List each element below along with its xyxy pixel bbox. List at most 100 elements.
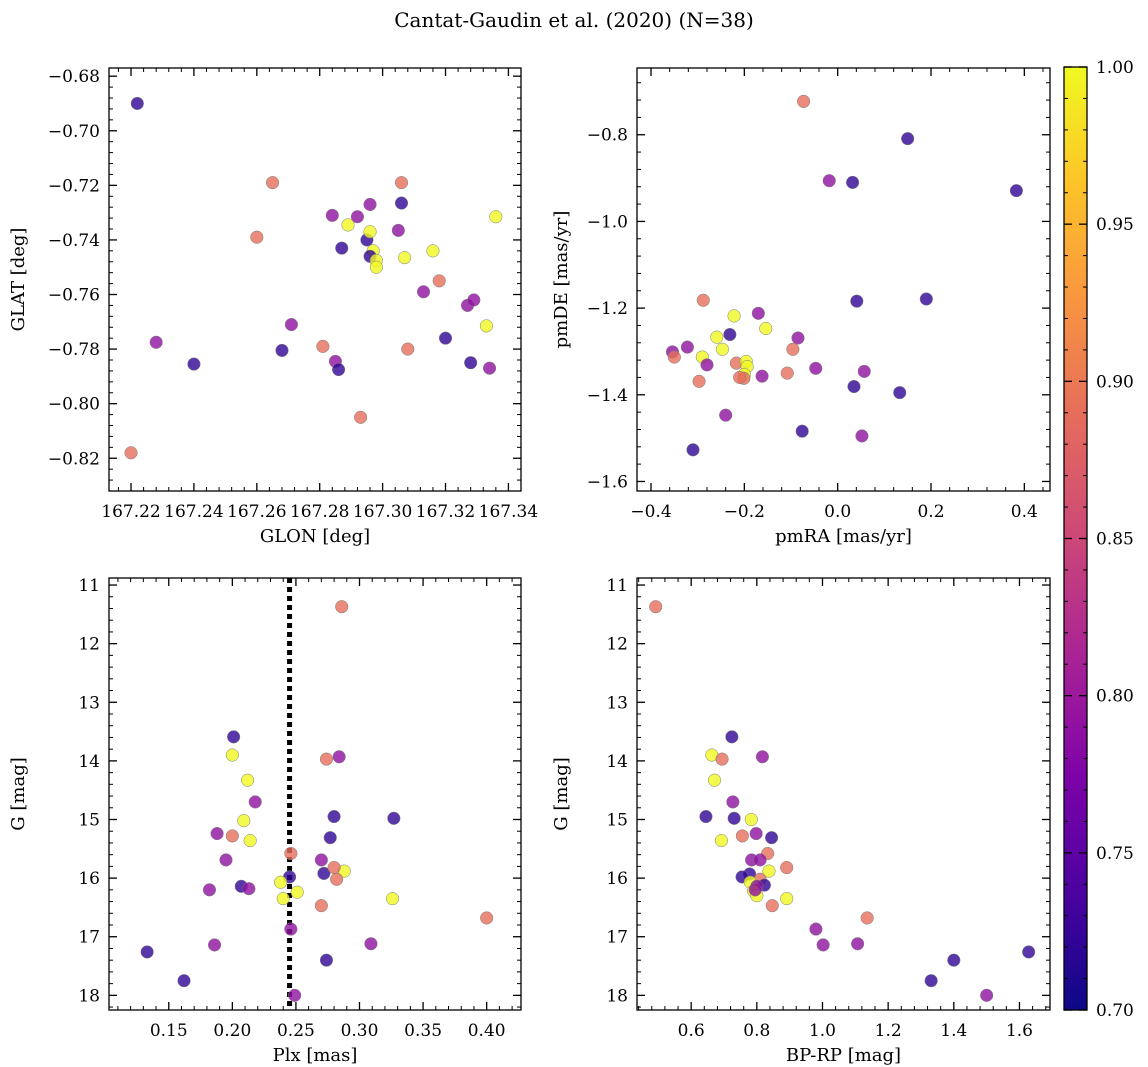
data-point	[284, 846, 298, 861]
data-point	[290, 885, 304, 899]
data-point	[438, 331, 453, 345]
data-point	[275, 343, 289, 358]
colorbar-tick-label: 0.90	[1096, 372, 1134, 392]
data-point	[816, 938, 830, 952]
y-tick-label: 15	[78, 810, 100, 830]
colorbar: 0.70 0.75 0.80 0.85 0.90 0.95 1.00	[1063, 58, 1134, 1021]
data-point	[314, 853, 328, 867]
data-point	[755, 369, 769, 383]
data-point	[714, 834, 728, 848]
data-point	[980, 988, 994, 1002]
data-point	[797, 94, 811, 108]
x-tick-label: 0.8	[743, 1021, 770, 1041]
data-point	[225, 829, 239, 843]
data-point	[727, 309, 741, 323]
data-point	[319, 953, 333, 967]
data-point	[846, 175, 860, 189]
data-point	[901, 132, 915, 146]
data-point	[363, 225, 377, 239]
data-point	[284, 922, 298, 936]
data-point	[725, 730, 739, 744]
y-tick-label: −0.72	[48, 176, 100, 196]
data-point	[124, 446, 138, 460]
data-point	[780, 366, 794, 380]
x-tick-label: −0.4	[630, 502, 671, 522]
data-point	[1022, 945, 1036, 959]
data-point	[398, 251, 412, 265]
data-point	[387, 811, 401, 825]
data-point	[467, 293, 481, 307]
y-tick-label: 12	[78, 635, 100, 655]
data-point	[680, 340, 694, 354]
panel-bprp_g: 0.6 0.8 1.0 1.2 1.4 1.6 11 12 13 14 15 16 17 18 BP-RP …	[551, 576, 1051, 1066]
data-point	[686, 443, 700, 457]
data-point	[723, 327, 737, 342]
data-point	[735, 829, 749, 843]
y-tick-label: 14	[78, 752, 100, 772]
colorbar-tick-label: 1.00	[1096, 58, 1134, 78]
y-tick-label: 17	[606, 928, 628, 948]
y-axis-label: GLAT [deg]	[8, 228, 29, 332]
data-point	[762, 864, 776, 878]
data-point	[780, 861, 794, 875]
data-point	[284, 317, 298, 332]
y-tick-label: 12	[606, 635, 628, 655]
data-point	[893, 386, 907, 400]
x-tick-label: 0.25	[277, 1021, 315, 1041]
data-point	[314, 899, 328, 913]
y-tick-label: −0.8	[587, 126, 628, 146]
x-tick-label: 0.20	[213, 1021, 251, 1041]
data-point	[726, 795, 740, 809]
y-axis-label: G [mag]	[8, 757, 29, 830]
data-point	[751, 306, 765, 320]
data-point	[237, 814, 251, 828]
data-point	[316, 339, 330, 353]
y-tick-label: −0.80	[48, 395, 100, 415]
data-point	[700, 358, 714, 372]
x-tick-label: 1.6	[1006, 1021, 1033, 1041]
data-point	[765, 831, 779, 845]
data-point	[369, 260, 383, 274]
data-point	[265, 176, 280, 190]
data-point	[857, 364, 871, 378]
data-point	[426, 244, 440, 258]
data-point	[250, 230, 264, 244]
y-tick-label: −0.68	[48, 67, 100, 87]
panel-glon_glat: 167.22 167.24 167.26 167.28 167.30 167.32 167.…	[8, 67, 538, 547]
data-point	[207, 938, 222, 952]
data-point	[822, 174, 836, 188]
data-point	[847, 380, 861, 394]
y-tick-label: −0.82	[48, 449, 100, 469]
data-point	[335, 241, 349, 255]
y-tick-label: 16	[78, 869, 100, 889]
x-tick-label: 167.24	[164, 502, 223, 522]
data-point	[363, 197, 377, 212]
y-tick-label: −0.70	[48, 122, 100, 142]
data-point	[851, 937, 865, 951]
data-point	[210, 827, 224, 841]
data-point	[177, 974, 191, 988]
data-point	[227, 730, 241, 744]
y-tick-label: 16	[606, 869, 628, 889]
colorbar-tick-label: 0.70	[1096, 1001, 1134, 1021]
data-point	[489, 210, 503, 224]
data-point	[947, 953, 961, 967]
y-tick-label: −1.2	[587, 299, 628, 319]
data-point	[1009, 184, 1023, 198]
panel-plx_g: 0.15 0.20 0.25 0.30 0.35 0.40 11 12 13 14 15 16 17 18…	[8, 576, 522, 1066]
data-point	[335, 600, 349, 614]
data-point	[319, 752, 333, 766]
y-axis-label: G [mag]	[551, 757, 572, 830]
data-point	[744, 812, 758, 827]
data-point	[733, 370, 747, 384]
colorbar-tick-label: 0.85	[1096, 530, 1134, 550]
data-point	[710, 330, 724, 344]
x-tick-label: 0.2	[917, 502, 944, 522]
x-tick-label: 167.34	[479, 502, 538, 522]
data-point	[482, 361, 497, 375]
x-tick-label: 0.30	[341, 1021, 379, 1041]
data-point	[350, 210, 365, 224]
data-point	[479, 319, 493, 333]
data-point	[765, 899, 779, 913]
figure-title: Cantat-Gaudin et al. (2020) (N=38)	[394, 8, 754, 32]
